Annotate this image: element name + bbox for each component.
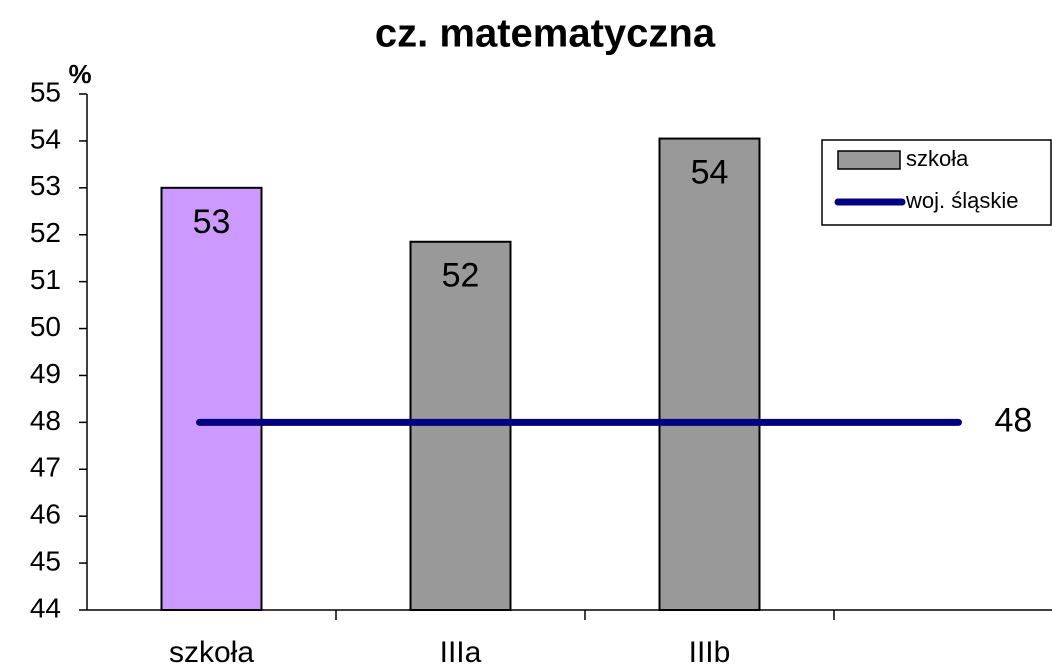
y-tick-label: 49	[30, 358, 61, 389]
y-tick-label: 52	[30, 217, 61, 248]
y-tick-label: 48	[30, 405, 61, 436]
y-tick-label: 44	[30, 592, 61, 623]
x-tick-label: IIIb	[689, 636, 731, 664]
data-label: 52	[442, 257, 480, 295]
data-label: 54	[691, 154, 729, 192]
legend-label: woj. śląskie	[905, 188, 1018, 213]
legend-label: szkoła	[906, 146, 969, 171]
y-tick-label: 45	[30, 545, 61, 576]
data-label: 53	[193, 203, 231, 241]
bar	[160, 186, 263, 611]
bar	[658, 137, 761, 611]
legend-swatch	[837, 150, 901, 170]
y-tick-label: 51	[30, 264, 61, 295]
data-label: 48	[995, 401, 1033, 439]
y-axis-label: %	[68, 59, 91, 89]
y-tick-label: 47	[30, 452, 61, 483]
x-tick-label: szkoła	[169, 636, 254, 664]
y-tick-label: 50	[30, 311, 61, 342]
y-tick-label: 54	[30, 123, 61, 154]
x-tick-label: IIIa	[440, 636, 482, 664]
chart-title: cz. matematyczna	[375, 12, 716, 56]
y-tick-label: 53	[30, 170, 61, 201]
y-tick-label: 46	[30, 499, 61, 530]
bar	[409, 240, 512, 611]
y-tick-label: 55	[30, 76, 61, 107]
